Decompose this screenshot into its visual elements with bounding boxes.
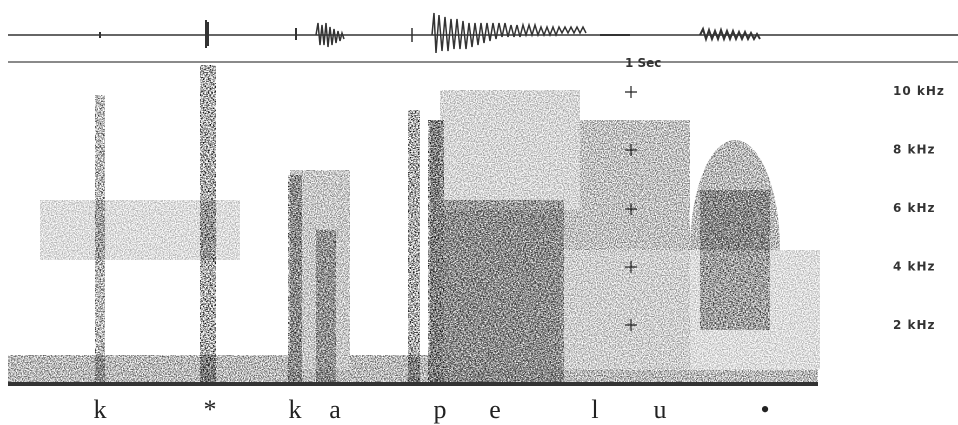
frequency-label: 8 kHz: [893, 143, 936, 157]
frequency-axis: 10 kHz 8 kHz 6 kHz 4 kHz 2 kHz: [893, 84, 945, 332]
segment-label: a: [329, 395, 341, 424]
waveform: [8, 12, 958, 54]
segment-label: *: [204, 395, 217, 424]
spectrogram: [8, 65, 820, 386]
segment-label: e: [489, 395, 501, 424]
time-scale-label: 1 Sec: [625, 56, 661, 70]
frequency-label: 4 kHz: [893, 260, 936, 274]
segment-label: •: [760, 395, 769, 424]
scale-markers: [625, 86, 637, 331]
segment-labels: k * k a p e l u •: [94, 395, 770, 424]
segment-label: k: [289, 395, 302, 424]
frequency-label: 6 kHz: [893, 201, 936, 215]
segment-label: u: [654, 395, 667, 424]
frequency-label: 2 kHz: [893, 318, 936, 332]
segment-label: l: [591, 395, 598, 424]
segment-label: p: [434, 395, 447, 424]
segment-label: k: [94, 395, 107, 424]
frequency-label: 10 kHz: [893, 84, 945, 98]
